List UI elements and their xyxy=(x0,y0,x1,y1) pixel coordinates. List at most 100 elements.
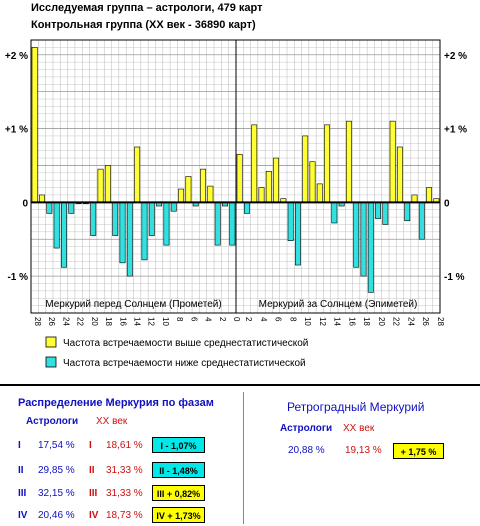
phase-num-astro: I xyxy=(18,440,21,451)
bar-right xyxy=(426,187,433,203)
bar-right xyxy=(273,157,280,203)
x-tick-left: 8 xyxy=(175,317,184,322)
bar-left xyxy=(200,168,207,203)
bar-right xyxy=(353,202,360,268)
y-tick-left: -1 % xyxy=(7,272,28,283)
phase-xx-value: 31,33 % xyxy=(106,465,143,476)
column-divider xyxy=(243,392,244,524)
section-divider xyxy=(0,384,480,386)
bar-left xyxy=(112,202,119,236)
phase-num-astro: III xyxy=(18,488,27,499)
bar-left xyxy=(68,202,75,214)
phase-diff-badge: IV + 1,73% xyxy=(152,507,205,523)
x-tick-right: 10 xyxy=(303,317,312,326)
x-tick-left: 12 xyxy=(147,317,156,326)
bar-left xyxy=(163,202,170,246)
phases-col-astro: Астрологи xyxy=(26,416,79,427)
phase-num-xx: III xyxy=(89,488,98,499)
retro-col-xx: XX век xyxy=(343,423,375,434)
phase-num-xx: II xyxy=(89,465,95,476)
x-tick-right: 18 xyxy=(362,317,371,326)
phases-title: Распределение Меркурия по фазам xyxy=(18,397,214,409)
y-tick-left: 0 xyxy=(22,198,28,209)
bar-left xyxy=(141,202,148,261)
phase-num-xx: IV xyxy=(89,510,99,521)
x-tick-right: 28 xyxy=(436,317,445,326)
retro-astro-value: 20,88 % xyxy=(288,445,325,456)
x-tick-left: 20 xyxy=(90,317,99,326)
bar-right xyxy=(331,202,338,224)
legend-label-above: Частота встречаемости выше среднестатист… xyxy=(63,338,308,349)
y-tick-left: +2 % xyxy=(5,51,28,62)
bar-right xyxy=(265,171,272,203)
retro-xx-value: 19,13 % xyxy=(345,445,382,456)
legend-swatch-below xyxy=(45,356,57,368)
bar-right xyxy=(360,202,367,277)
x-tick-right: 14 xyxy=(333,317,342,326)
phase-diff-badge: I - 1,07% xyxy=(152,437,205,453)
phase-astro-value: 20,46 % xyxy=(38,510,75,521)
x-tick-right: 12 xyxy=(318,317,327,326)
bar-left xyxy=(148,202,155,236)
bar-left xyxy=(97,168,104,203)
phase-diff-badge: II - 1,48% xyxy=(152,462,205,478)
phase-xx-value: 31,33 % xyxy=(106,488,143,499)
x-tick-right: 22 xyxy=(392,317,401,326)
bar-left xyxy=(46,202,53,214)
bar-left xyxy=(60,202,67,268)
phase-astro-value: 32,15 % xyxy=(38,488,75,499)
header-line-1: Исследуемая группа – астрологи, 479 карт xyxy=(31,2,263,14)
legend-swatch-above xyxy=(45,336,57,348)
bar-right xyxy=(243,202,250,214)
phase-astro-value: 17,54 % xyxy=(38,440,75,451)
phase-xx-value: 18,73 % xyxy=(106,510,143,521)
bar-right xyxy=(418,202,425,240)
phase-num-xx: I xyxy=(89,440,92,451)
y-tick-right: +1 % xyxy=(444,125,467,136)
bar-right xyxy=(404,202,411,222)
x-tick-left: 2 xyxy=(218,317,227,322)
x-tick-right: 20 xyxy=(377,317,386,326)
x-tick-left: 24 xyxy=(61,317,70,326)
legend-label-below: Частота встречаемости ниже среднестатист… xyxy=(63,358,306,369)
x-tick-right: 4 xyxy=(259,317,268,322)
bar-right xyxy=(324,124,331,203)
y-tick-right: -1 % xyxy=(444,272,465,283)
bar-right xyxy=(294,202,301,266)
header-line-2: Контрольная группа (XX век - 36890 карт) xyxy=(31,19,256,31)
section-label-right: Меркурий за Солнцем (Эпиметей) xyxy=(259,299,418,310)
phase-xx-value: 18,61 % xyxy=(106,440,143,451)
mercury-bar-chart: +2 % +2 % +1 % +1 % 0 0 -1 % -1 % Меркурий перед… xyxy=(5,39,467,369)
bar-left xyxy=(104,165,111,203)
bar-right xyxy=(236,154,243,203)
bar-right xyxy=(258,187,265,203)
phase-num-astro: IV xyxy=(18,510,28,521)
bar-left xyxy=(170,202,177,212)
bar-left xyxy=(53,202,60,249)
phase-astro-value: 29,85 % xyxy=(38,465,75,476)
phase-diff-badge: III + 0,82% xyxy=(152,485,205,501)
x-tick-left: 28 xyxy=(33,317,42,326)
y-tick-right: +2 % xyxy=(444,51,467,62)
bar-right xyxy=(302,135,309,203)
bar-left xyxy=(119,202,126,264)
bar-right xyxy=(345,120,352,203)
bar-right xyxy=(375,202,382,219)
retro-col-astro: Астрологи xyxy=(280,423,333,434)
plot-border xyxy=(30,39,441,314)
x-tick-left: 14 xyxy=(133,317,142,326)
bar-right xyxy=(411,194,418,203)
bar-left xyxy=(39,194,45,203)
x-tick-right: 16 xyxy=(347,317,356,326)
bar-left xyxy=(31,47,38,203)
bar-right xyxy=(382,202,389,225)
bar-right xyxy=(309,161,316,203)
x-tick-left: 22 xyxy=(76,317,85,326)
bar-left xyxy=(90,202,97,236)
retro-title: Ретроградный Меркурий xyxy=(287,400,425,414)
bar-left xyxy=(229,202,236,246)
bar-left xyxy=(214,202,221,246)
x-tick-right: 2 xyxy=(244,317,253,322)
x-tick-right: 26 xyxy=(421,317,430,326)
bar-right xyxy=(287,202,294,241)
